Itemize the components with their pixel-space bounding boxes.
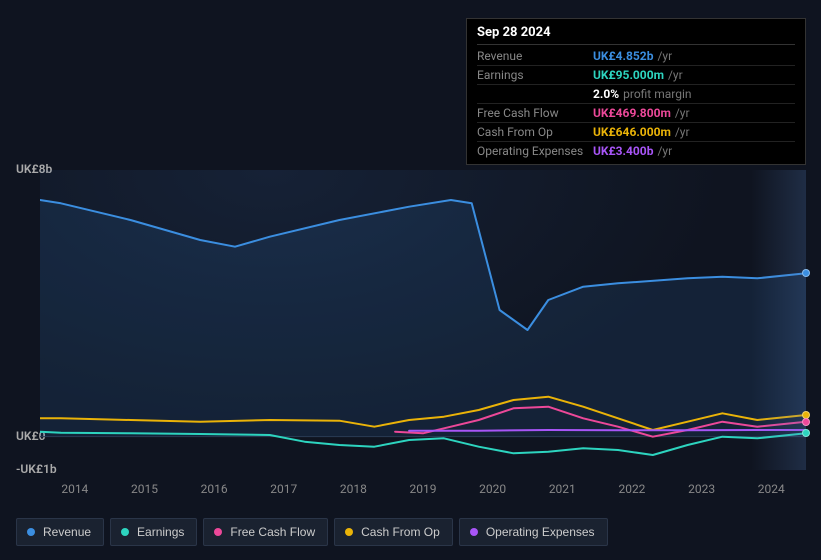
tooltip-row-label: Earnings — [477, 68, 593, 82]
tooltip-row: RevenueUK£4.852b/yr — [477, 47, 795, 66]
legend-toggle-earnings[interactable]: Earnings — [110, 518, 197, 546]
tooltip-row-value: UK£646.000m — [593, 125, 671, 139]
tooltip-row: Operating ExpensesUK£3.400b/yr — [477, 142, 795, 160]
legend-toggle-fcf[interactable]: Free Cash Flow — [203, 518, 328, 546]
tooltip-row-label — [477, 87, 593, 101]
x-tick-label: 2016 — [179, 482, 249, 496]
tooltip-row: 2.0% profit margin — [477, 85, 795, 104]
legend-dot-icon — [214, 528, 222, 536]
chart-tooltip: Sep 28 2024 RevenueUK£4.852b/yrEarningsU… — [466, 18, 806, 165]
legend-label: Operating Expenses — [486, 525, 595, 539]
tooltip-row-value: UK£4.852b — [593, 49, 653, 63]
x-tick-label: 2015 — [110, 482, 180, 496]
tooltip-row-unit: /yr — [668, 68, 683, 82]
tooltip-row-unit: /yr — [675, 106, 690, 120]
legend-toggle-cashop[interactable]: Cash From Op — [334, 518, 453, 546]
series-end-dot — [802, 269, 810, 277]
tooltip-row-value: UK£3.400b — [593, 144, 653, 158]
tooltip-row-value: 2.0% — [593, 87, 619, 101]
legend-toggle-revenue[interactable]: Revenue — [16, 518, 104, 546]
x-tick-label: 2024 — [736, 482, 806, 496]
x-tick-label: 2018 — [319, 482, 389, 496]
x-tick-label: 2019 — [388, 482, 458, 496]
legend-dot-icon — [345, 528, 353, 536]
tooltip-row: Free Cash FlowUK£469.800m/yr — [477, 104, 795, 123]
legend-dot-icon — [121, 528, 129, 536]
x-tick-label: 2020 — [458, 482, 528, 496]
legend-dot-icon — [27, 528, 35, 536]
legend-label: Free Cash Flow — [230, 525, 315, 539]
tooltip-row: EarningsUK£95.000m/yr — [477, 66, 795, 85]
x-tick-label: 2023 — [667, 482, 737, 496]
tooltip-row-value: UK£469.800m — [593, 106, 671, 120]
x-tick-label: 2014 — [40, 482, 110, 496]
tooltip-row-label: Cash From Op — [477, 125, 593, 139]
tooltip-row-unit: /yr — [657, 49, 672, 63]
x-axis: 2014201520162017201820192020202120222023… — [40, 482, 806, 496]
tooltip-row-unit: /yr — [657, 144, 672, 158]
tooltip-row-unit: /yr — [675, 125, 690, 139]
legend-dot-icon — [470, 528, 478, 536]
tooltip-row-value: UK£95.000m — [593, 68, 664, 82]
tooltip-row-label: Revenue — [477, 49, 593, 63]
tooltip-row-label: Operating Expenses — [477, 144, 593, 158]
tooltip-row-unit: profit margin — [623, 87, 691, 101]
legend: Revenue Earnings Free Cash Flow Cash From O… — [16, 518, 608, 546]
x-tick-label: 2021 — [527, 482, 597, 496]
tooltip-date: Sep 28 2024 — [477, 25, 795, 45]
legend-label: Cash From Op — [361, 525, 440, 539]
legend-label: Revenue — [43, 525, 91, 539]
x-tick-label: 2022 — [597, 482, 667, 496]
chart-svg — [40, 170, 806, 470]
x-tick-label: 2017 — [249, 482, 319, 496]
tooltip-row: Cash From OpUK£646.000m/yr — [477, 123, 795, 142]
series-end-dot — [802, 418, 810, 426]
plot-area[interactable] — [40, 170, 806, 470]
tooltip-row-label: Free Cash Flow — [477, 106, 593, 120]
legend-label: Earnings — [137, 525, 184, 539]
legend-toggle-opex[interactable]: Operating Expenses — [459, 518, 608, 546]
series-end-dot — [802, 429, 810, 437]
